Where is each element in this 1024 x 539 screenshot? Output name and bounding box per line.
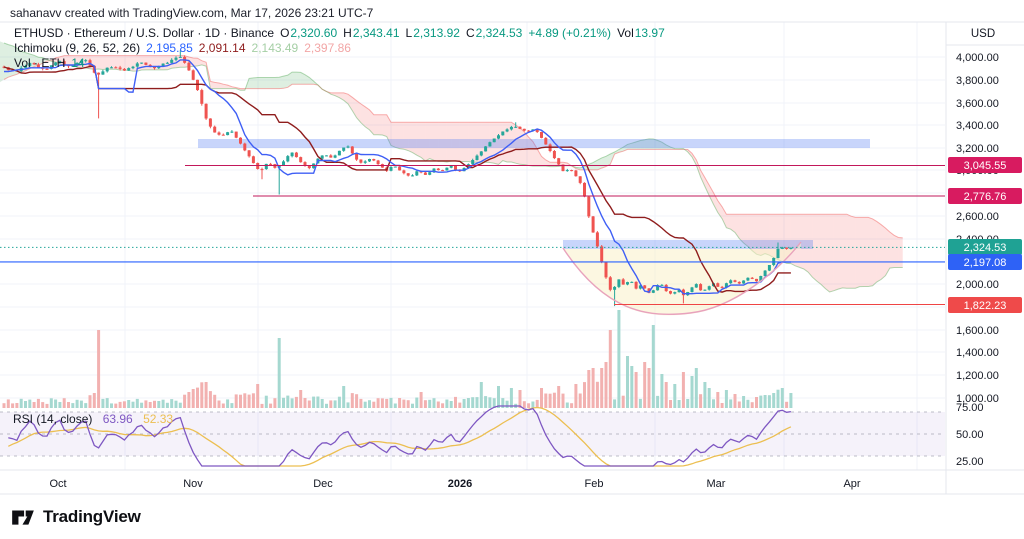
support-resistance-band (198, 139, 870, 148)
time-axis-label: Mar (707, 478, 726, 490)
price-tick: 1,000.00 (956, 393, 999, 405)
high-value: 2,343.41 (352, 26, 400, 40)
cup-pattern-curve (562, 241, 802, 316)
open-value: 2,320.60 (290, 26, 338, 40)
time-axis-label: Feb (585, 478, 604, 490)
ichimoku-lead1-value: 2,143.49 (251, 41, 299, 55)
ichimoku-legend-row[interactable]: Ichimoku (9, 26, 52, 26) 2,195.85 2,091.… (14, 41, 357, 55)
symbol-title[interactable]: ETHUSD · Ethereum / U.S. Dollar · 1D · B… (14, 26, 275, 40)
rsi-tick: 50.00 (956, 429, 984, 441)
svg-text:3,045.55: 3,045.55 (964, 160, 1007, 172)
rsi-title[interactable]: RSI (14, close) (13, 412, 93, 426)
time-axis-label: Dec (313, 478, 333, 490)
rsi-ma-value: 52.33 (143, 412, 174, 426)
rsi-value: 63.96 (102, 412, 133, 426)
vol-value: 13.97 (634, 26, 665, 40)
price-tick: 3,400.00 (956, 120, 999, 132)
price-tick: 1,200.00 (956, 370, 999, 382)
price-tick: 1,400.00 (956, 347, 999, 359)
price-tick: 1,600.00 (956, 325, 999, 337)
ichimoku-lead2-value: 2,397.86 (304, 41, 351, 55)
symbol-legend-row[interactable]: ETHUSD · Ethereum / U.S. Dollar · 1D · B… (14, 26, 671, 40)
price-axis-badge (948, 254, 1022, 270)
low-label: L (405, 26, 413, 40)
price-axis-currency: USD (971, 28, 995, 40)
tradingview-logo[interactable]: TradingView (10, 504, 141, 530)
price-axis-badge (948, 239, 1022, 255)
svg-text:2,324.53: 2,324.53 (964, 242, 1007, 254)
close-value: 2,324.53 (475, 26, 523, 40)
rsi-tick: 75.00 (956, 402, 984, 414)
close-label: C (465, 26, 475, 40)
price-tick: 3,600.00 (956, 98, 999, 110)
watermark: sahanavv created with TradingView.com, M… (10, 6, 374, 20)
tradingview-logo-text: TradingView (43, 507, 141, 526)
time-axis-label: 2026 (448, 478, 472, 490)
rsi-tick: 25.00 (956, 456, 984, 468)
svg-text:1,822.23: 1,822.23 (964, 300, 1007, 312)
time-axis-label: Nov (183, 478, 203, 490)
price-tick: 2,600.00 (956, 211, 999, 223)
price-axis-badge (948, 157, 1022, 173)
low-value: 2,313.92 (413, 26, 460, 40)
svg-text:2,776.76: 2,776.76 (964, 191, 1007, 203)
price-axis-badge (948, 297, 1022, 313)
open-label: O (280, 26, 290, 40)
ichimoku-title[interactable]: Ichimoku (9, 26, 52, 26) (14, 41, 141, 55)
volume-title[interactable]: Vol · ETH (14, 56, 66, 70)
volume-legend-row[interactable]: Vol · ETH 14 (14, 56, 91, 70)
svg-text:2,197.08: 2,197.08 (964, 257, 1007, 269)
price-tick: 3,800.00 (956, 75, 999, 87)
price-tick: 2,000.00 (956, 279, 999, 291)
time-axis-label: Oct (49, 478, 66, 490)
volume-value: 14 (71, 56, 85, 70)
price-axis-badge (948, 188, 1022, 204)
price-tick: 4,000.00 (956, 52, 999, 64)
ichimoku-base-value: 2,091.14 (198, 41, 246, 55)
price-tick: 3,200.00 (956, 143, 999, 155)
rsi-legend-row[interactable]: RSI (14, close) 63.96 52.33 (13, 412, 180, 426)
vol-label: Vol (617, 26, 634, 40)
change-value: +4.89 (+0.21%) (528, 26, 612, 40)
ichimoku-conversion-value: 2,195.85 (146, 41, 193, 55)
high-label: H (343, 26, 352, 40)
time-axis-label: Apr (843, 478, 860, 490)
support-resistance-band (563, 240, 813, 249)
cup-pattern-fill (563, 243, 801, 316)
tradingview-logo-icon (12, 510, 34, 525)
